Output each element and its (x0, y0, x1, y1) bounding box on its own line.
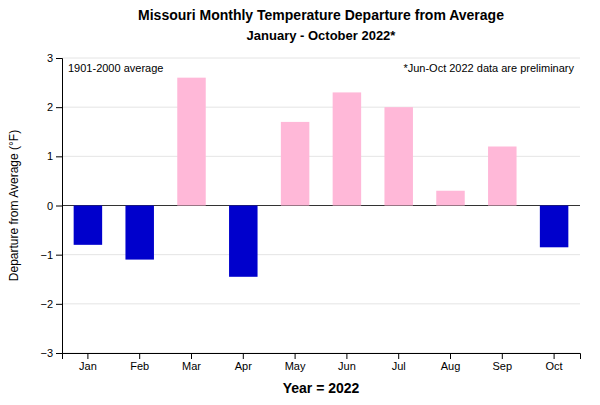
bar (177, 78, 205, 206)
y-axis-label: Departure from Average (°F) (7, 130, 21, 281)
tick-mark (56, 206, 62, 207)
bars (74, 78, 569, 277)
grid-line (62, 303, 580, 304)
tick: −3 (40, 347, 62, 359)
tick: 2 (47, 101, 62, 113)
axis-line (63, 354, 581, 360)
tick-label: 0 (47, 200, 53, 212)
tick: 1 (47, 150, 62, 162)
tick-mark (191, 353, 192, 359)
tick-label: −1 (40, 249, 53, 261)
tick-mark (398, 353, 399, 359)
tick-label: 2 (47, 101, 53, 113)
annotation: *Jun-Oct 2022 data are preliminary (403, 62, 574, 74)
tick: Jan (79, 353, 97, 372)
x-axis-label: Year = 2022 (283, 380, 360, 396)
axis-line (56, 59, 63, 354)
subtitle: January - October 2022* (247, 28, 397, 43)
tick-label: −2 (40, 298, 53, 310)
grid (62, 58, 580, 353)
tick-mark (554, 353, 555, 359)
tick-label: 1 (47, 150, 53, 162)
tick-label: Jun (338, 360, 356, 372)
title: Missouri Monthly Temperature Departure f… (138, 7, 504, 23)
tick-label: 3 (47, 52, 53, 64)
bar (488, 147, 516, 206)
tick: Apr (235, 353, 252, 372)
tick: Oct (546, 353, 563, 372)
bar (436, 191, 464, 206)
tick: Jun (338, 353, 356, 372)
tick-mark (56, 353, 62, 354)
tick-label: Feb (130, 360, 149, 372)
tick-mark (56, 304, 62, 305)
tick-label: Sep (493, 360, 513, 372)
tick-label: −3 (40, 347, 53, 359)
tick: Feb (130, 353, 149, 372)
tick-label: Jan (79, 360, 97, 372)
tick: 0 (47, 200, 62, 212)
tick-mark (56, 58, 62, 59)
grid-line (62, 58, 580, 59)
bar (74, 206, 102, 245)
tick-mark (56, 156, 62, 157)
bar (333, 92, 361, 205)
tick-label: May (285, 360, 306, 372)
bar (229, 206, 257, 277)
tick: −1 (40, 249, 62, 261)
tick: 3 (47, 52, 62, 64)
tick-mark (139, 353, 140, 359)
annotation: 1901-2000 average (68, 62, 163, 74)
tick-label: Oct (546, 360, 563, 372)
bar (125, 206, 153, 260)
chart: −3 −2 −1 0 1 2 3 Jan Feb Mar Apr May Jun Jul Aug Sep Oct… (0, 0, 600, 405)
plot-area: −3 −2 −1 0 1 2 3 Jan Feb Mar Apr May Jun Jul Aug Sep Oct… (40, 52, 580, 372)
tick-mark (346, 353, 347, 359)
tick-label: Apr (235, 360, 252, 372)
bar (281, 122, 309, 206)
tick: −2 (40, 298, 62, 310)
tick: Jul (392, 353, 406, 372)
tick: Aug (441, 353, 461, 372)
tick-mark (243, 353, 244, 359)
tick: Mar (182, 353, 201, 372)
tick-mark (87, 353, 88, 359)
tick-label: Mar (182, 360, 201, 372)
tick: May (285, 353, 306, 372)
grid-line (62, 107, 580, 108)
tick: Sep (493, 353, 513, 372)
tick-label: Aug (441, 360, 461, 372)
tick-mark (56, 255, 62, 256)
tick-mark (56, 107, 62, 108)
y-axis: −3 −2 −1 0 1 2 3 (40, 52, 62, 359)
tick-mark (295, 353, 296, 359)
tick-mark (450, 353, 451, 359)
bar (384, 107, 412, 205)
x-axis: Jan Feb Mar Apr May Jun Jul Aug Sep Oct (63, 353, 581, 372)
tick-label: Jul (392, 360, 406, 372)
bar (540, 206, 568, 248)
tick-mark (502, 353, 503, 359)
